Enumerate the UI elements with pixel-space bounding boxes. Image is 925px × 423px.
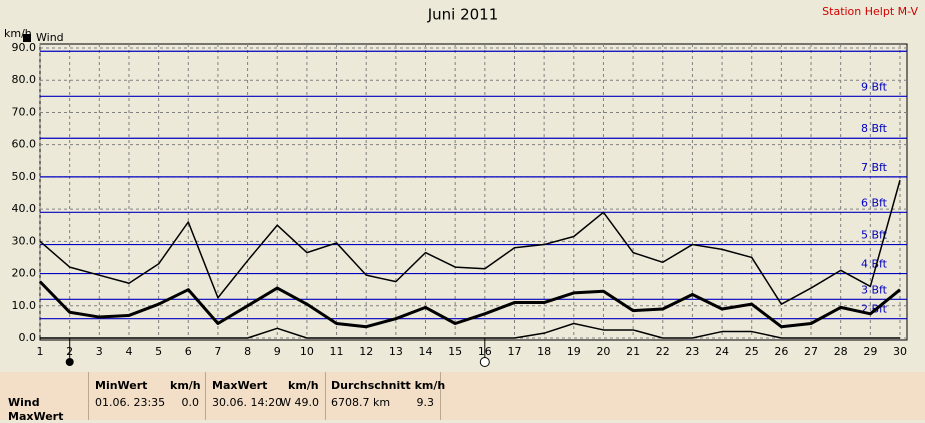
distance: 6708.7 km: [331, 396, 391, 409]
beaufort-label: 3 Bft: [861, 283, 888, 296]
header: MinWert: [95, 379, 148, 392]
separator: [88, 372, 89, 420]
x-tick-label: 26: [774, 345, 788, 358]
x-tick-label: 6: [185, 345, 192, 358]
x-tick-label: 19: [567, 345, 581, 358]
station: Station Helpt M-V: [822, 5, 918, 18]
beaufort-label: 4 Bft: [861, 258, 888, 271]
value: 0.0: [181, 396, 200, 409]
time: 30.06. 14:20: [212, 396, 283, 409]
value: W 49.0: [280, 396, 319, 409]
separator: [205, 372, 206, 420]
value: 9.3: [416, 396, 435, 409]
x-tick-label: 23: [685, 345, 699, 358]
wind-line: [39, 179, 901, 305]
chart-title: Juni 2011: [427, 6, 499, 24]
x-tick-label: 3: [96, 345, 103, 358]
unit: km/h: [288, 379, 319, 392]
x-tick-label: 25: [745, 345, 759, 358]
min-marker: [65, 358, 74, 366]
x-tick-label: 28: [834, 345, 848, 358]
x-tick-label: 5: [155, 345, 162, 358]
x-tick-label: 10: [300, 345, 314, 358]
y-tick-label: 80.0: [12, 73, 37, 86]
x-tick-label: 4: [125, 345, 132, 358]
wind-line: [40, 322, 900, 339]
y-tick-label: 50.0: [12, 170, 37, 183]
time: 01.06. 23:35: [95, 396, 166, 409]
x-tick-label: 17: [507, 345, 521, 358]
stats-panel: Wind MaxWert MinWert km/h 01.06. 23:35 0…: [0, 372, 925, 423]
wind-line: [38, 280, 901, 329]
unit: km/h: [170, 379, 201, 392]
y-tick-label: 40.0: [12, 202, 37, 215]
x-tick-label: 15: [448, 345, 462, 358]
beaufort-label: 8 Bft: [861, 122, 888, 135]
header: MaxWert: [212, 379, 268, 392]
x-tick-label: 29: [863, 345, 877, 358]
chart: Juni 2011 Station Helpt M-V km/h Wind 0.…: [4, 5, 918, 367]
beaufort-label: 9 Bft: [861, 80, 888, 93]
x-tick-label: 14: [419, 345, 433, 358]
beaufort-label: 6 Bft: [861, 196, 888, 209]
row-label: Wind: [8, 396, 40, 409]
x-tick-label: 27: [804, 345, 818, 358]
x-tick-label: 18: [537, 345, 551, 358]
legend-swatch: [23, 34, 31, 42]
max-marker: [479, 357, 490, 367]
y-tick-label: 30.0: [12, 234, 37, 247]
beaufort-label: 5 Bft: [861, 229, 888, 242]
x-tick-label: 30: [893, 345, 907, 358]
x-tick-label: 2: [66, 345, 73, 358]
x-tick-label: 16: [478, 345, 492, 358]
y-tick-label: 90.0: [12, 41, 37, 54]
plot-frame: [39, 43, 908, 341]
x-tick-label: 8: [244, 345, 251, 358]
x-tick-label: 12: [359, 345, 373, 358]
y-tick-label: 10.0: [12, 299, 37, 312]
x-tick-label: 13: [389, 345, 403, 358]
y-tick-label: 60.0: [12, 138, 37, 151]
x-tick-label: 20: [596, 345, 610, 358]
legend-label: Wind: [36, 31, 64, 44]
x-tick-label: 24: [715, 345, 729, 358]
y-tick-label: 0.0: [19, 331, 37, 344]
x-tick-label: 7: [214, 345, 221, 358]
x-tick-label: 1: [37, 345, 44, 358]
beaufort-label: 7 Bft: [861, 161, 888, 174]
x-tick-label: 11: [330, 345, 344, 358]
x-tick-label: 21: [626, 345, 640, 358]
row-label: MaxWert: [8, 410, 64, 423]
y-tick-label: 20.0: [12, 267, 37, 280]
separator: [325, 372, 326, 420]
x-tick-label: 22: [656, 345, 670, 358]
x-tick-label: 9: [274, 345, 281, 358]
separator: [440, 372, 441, 420]
y-tick-label: 70.0: [12, 105, 37, 118]
header: Durchschnitt km/h: [331, 379, 446, 392]
